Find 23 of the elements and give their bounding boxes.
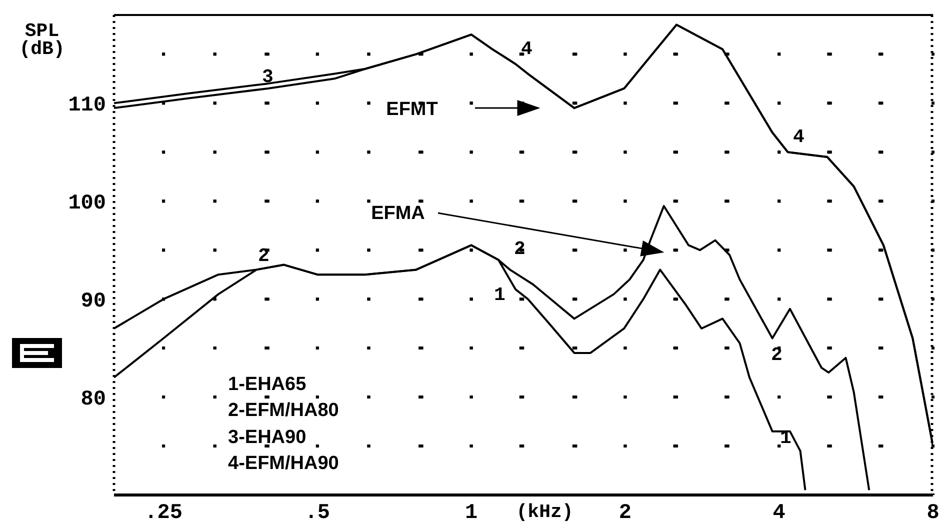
x-tick-label: 2 — [618, 502, 632, 523]
annotation: 2-EFM/HA80 — [228, 400, 339, 421]
y-axis-title: SPL (dB) — [19, 20, 65, 60]
y-tick-label: 100 — [68, 192, 106, 216]
y-tick-label: 80 — [80, 388, 106, 412]
annotation: EFMT — [386, 99, 438, 120]
x-tick-label: .25 — [144, 502, 182, 523]
annotation: 1 — [494, 284, 506, 306]
annotation: 3-EHA90 — [228, 427, 306, 448]
y-tick-label: 110 — [68, 94, 106, 118]
annotation: 4-EFM/HA90 — [228, 453, 339, 474]
annotation: 2 — [514, 238, 526, 260]
x-tick-label: 1 — [465, 502, 478, 523]
x-tick-label: .5 — [304, 502, 330, 523]
annotation: 3 — [262, 66, 274, 88]
annotation: 4 — [521, 38, 532, 60]
y-tick-label: 90 — [80, 290, 106, 314]
x-axis-title: (kHz) — [516, 501, 574, 523]
x-tick-label: 4 — [772, 502, 786, 523]
x-tick-label: 8 — [926, 502, 940, 523]
annotation: 1-EHA65 — [228, 374, 307, 395]
annotation: EFMA — [371, 203, 426, 224]
annotation: 4 — [793, 126, 804, 148]
